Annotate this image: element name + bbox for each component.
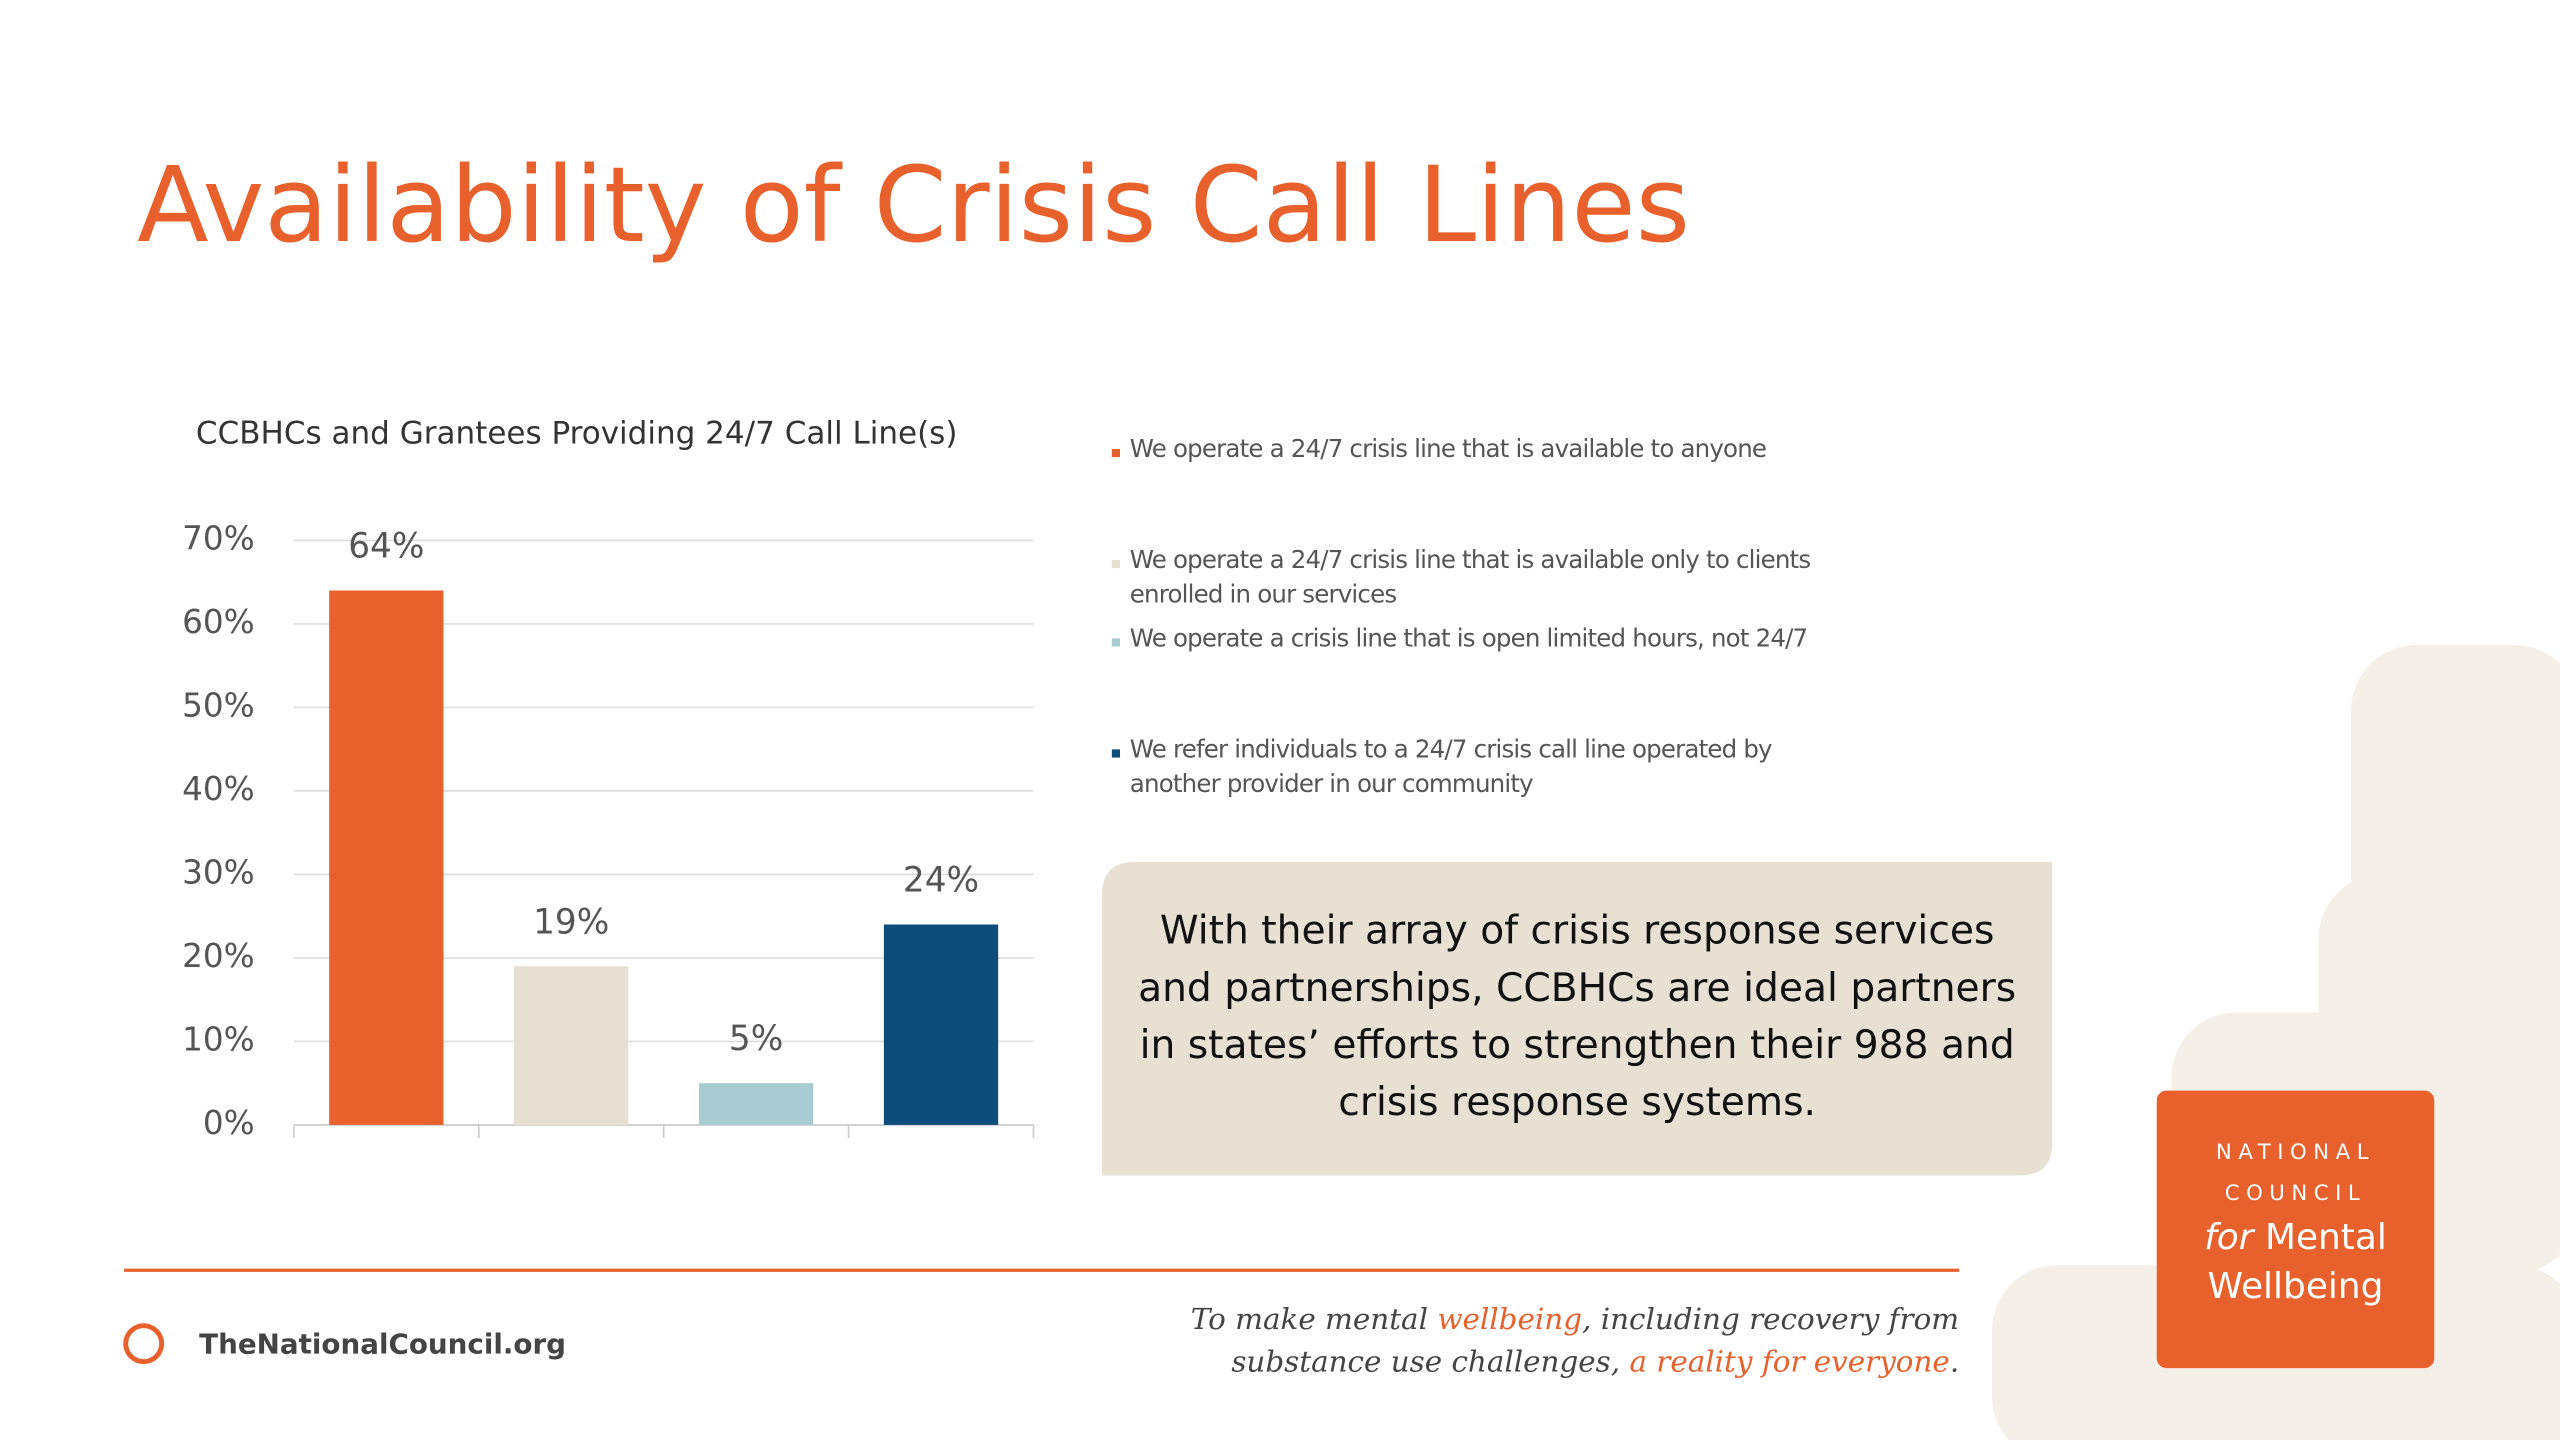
tagline-part: . [1949, 1345, 1960, 1380]
legend-swatch [1111, 638, 1120, 647]
bar [329, 590, 444, 1125]
chart-subtitle: CCBHCs and Grantees Providing 24/7 Call … [196, 415, 958, 451]
callout-text: With their array of crisis response serv… [1138, 907, 2017, 1125]
logo-line: Wellbeing [2207, 1266, 2384, 1308]
y-tick-label: 0% [203, 1104, 255, 1142]
tagline-part: To make mental [1190, 1302, 1438, 1338]
legend-item: We refer individuals to a 24/7 crisis ca… [1129, 734, 1773, 799]
y-tick-label: 30% [182, 853, 255, 891]
y-tick-label: 50% [182, 686, 255, 724]
bar [698, 1083, 814, 1125]
logo: NATIONAL COUNCIL for Mental Wellbeing [2157, 1133, 2435, 1313]
website[interactable]: TheNationalCouncil.org [199, 1327, 566, 1360]
globe-icon [123, 1323, 165, 1365]
logo-line: for Mental [2157, 1215, 2435, 1264]
logo-box [2156, 1090, 2435, 1369]
legend-label: We operate a 24/7 crisis line that is av… [1129, 434, 1767, 464]
tagline-wrap: To make mental wellbeing, including reco… [1143, 1300, 1959, 1385]
legend-swatch [1111, 448, 1120, 458]
value-label: 24% [903, 861, 979, 901]
tagline-part: , including recovery from substance use … [1231, 1302, 1960, 1380]
logo-line: COUNCIL [2224, 1182, 2367, 1207]
value-label: 64% [348, 527, 424, 567]
legend-label: We operate a 24/7 crisis line that is av… [1129, 545, 1811, 609]
tagline-part: wellbeing [1437, 1302, 1583, 1338]
legend-label: We refer individuals to a 24/7 crisis ca… [1129, 734, 1773, 799]
bar [514, 966, 629, 1125]
legend-item: We operate a 24/7 crisis line that is av… [1129, 434, 1767, 464]
legend-item: We operate a 24/7 crisis line that is av… [1129, 545, 1811, 609]
logo-word: for [2204, 1217, 2254, 1259]
value-label: 5% [729, 1019, 783, 1059]
slide-title: Availability of Crisis Call Lines [137, 144, 1690, 266]
bar [883, 924, 999, 1125]
callout-wrap: With their array of crisis response serv… [1138, 907, 2017, 1125]
value-label: 19% [533, 902, 609, 942]
logo-line: NATIONAL [2215, 1141, 2376, 1166]
y-tick-label: 20% [182, 937, 255, 975]
y-tick-label: 10% [182, 1020, 255, 1058]
legend-label: We operate a crisis line that is open li… [1129, 623, 1808, 654]
tagline: To make mental wellbeing, including reco… [1143, 1300, 1959, 1385]
legend-swatch [1111, 749, 1120, 758]
legend-item: We operate a crisis line that is open li… [1129, 623, 1808, 654]
y-tick-label: 40% [182, 770, 255, 808]
callout-box [1102, 862, 2053, 1176]
logo-word: Mental [2264, 1217, 2387, 1259]
legend-swatch [1111, 560, 1120, 569]
tagline-part: a reality for everyone [1629, 1345, 1950, 1380]
y-tick-label: 60% [182, 603, 255, 641]
y-tick-label: 70% [182, 519, 255, 557]
